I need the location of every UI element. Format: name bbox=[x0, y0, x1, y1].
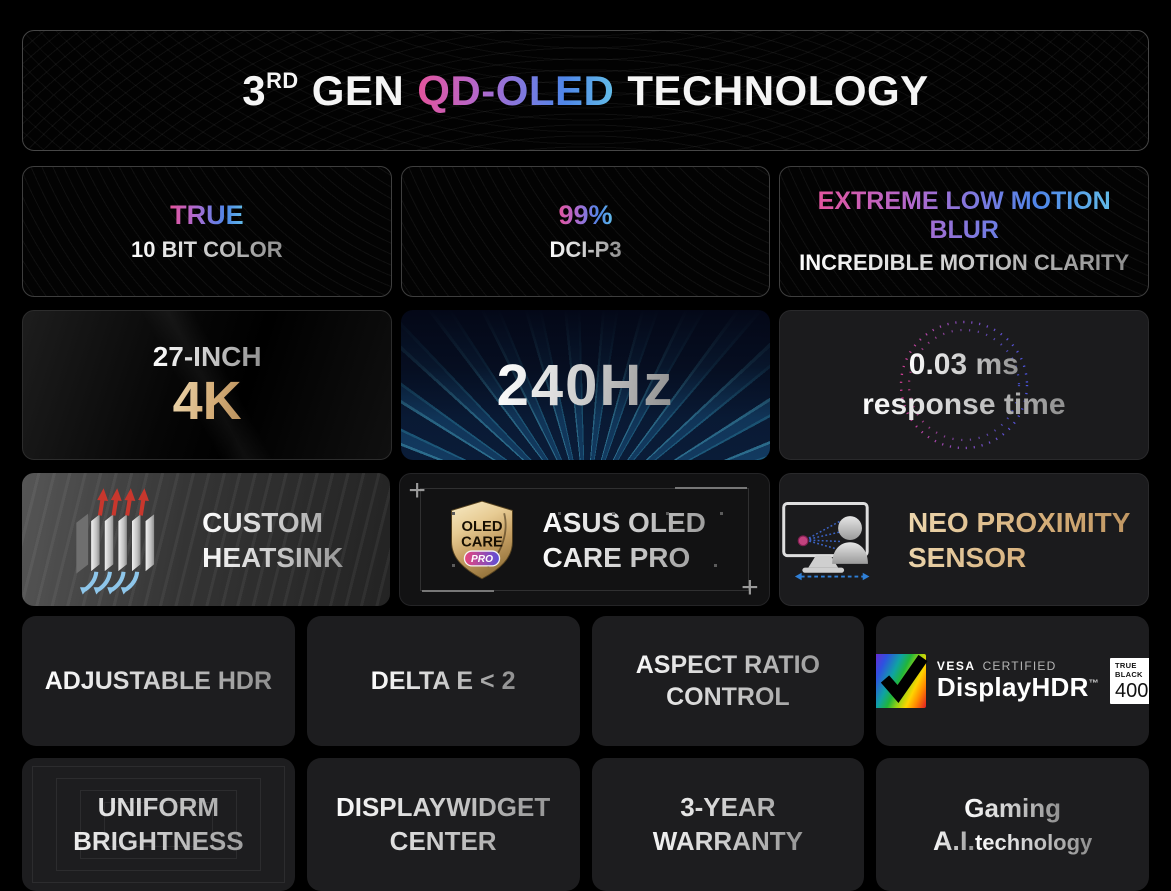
badge-oled-text: OLED bbox=[462, 518, 503, 534]
displayhdr-check-icon bbox=[880, 654, 928, 703]
tick-mark bbox=[720, 512, 724, 515]
nested-frame bbox=[56, 778, 261, 871]
card-oled-care: + + bbox=[399, 473, 770, 606]
displayhdr-text: VESA CERTIFIED DisplayHDR™ bbox=[937, 659, 1099, 703]
card-heatsink: CUSTOM HEATSINK bbox=[22, 473, 391, 606]
card-displaywidget: DISPLAYWIDGET CENTER bbox=[306, 758, 580, 891]
trueblack-level: 400 bbox=[1115, 679, 1149, 702]
elmb-headline: EXTREME LOW MOTION BLUR bbox=[814, 187, 1114, 245]
panel-size-label: 27-INCH bbox=[152, 340, 262, 372]
badge-pro-text: PRO bbox=[471, 554, 493, 565]
tick-mark bbox=[612, 512, 616, 515]
displayhdr-logo-icon bbox=[876, 654, 928, 708]
tick-mark bbox=[452, 512, 456, 515]
header-banner: 3RD GEN QD-OLED TECHNOLOGY bbox=[22, 30, 1149, 151]
card-dci-p3: 99% DCI-P3 bbox=[400, 166, 771, 297]
title-gen-word: GEN bbox=[311, 66, 405, 114]
feature-row-4: ADJUSTABLE HDR DELTA E < 2 ASPECT RATIO … bbox=[22, 616, 1149, 746]
panel-resolution-label: 4K bbox=[172, 370, 242, 431]
tick-mark bbox=[558, 512, 562, 515]
trueblack-tier2: BLACK bbox=[1115, 669, 1143, 679]
card-uniform-brightness: UNIFORM BRIGHTNESS bbox=[22, 758, 295, 891]
nested-frame bbox=[104, 802, 213, 847]
page-title: 3RD GEN QD-OLED TECHNOLOGY bbox=[242, 67, 928, 115]
trueblack-tier1: TRUE bbox=[1115, 661, 1137, 671]
card-10bit-color: TRUE 10 BIT COLOR bbox=[22, 166, 392, 297]
card-warranty: 3-YEAR WARRANTY bbox=[591, 758, 865, 891]
10bit-headline: TRUE bbox=[170, 199, 244, 230]
uniform-brightness-label: UNIFORM BRIGHTNESS bbox=[38, 791, 278, 859]
feature-row-5: UNIFORM BRIGHTNESS DISPLAYWIDGET CENTER … bbox=[22, 758, 1149, 891]
oled-care-label: ASUS OLED CARE PRO bbox=[542, 505, 722, 575]
warranty-label: 3-YEAR WARRANTY bbox=[643, 791, 813, 859]
refresh-rate-value: 240Hz bbox=[496, 352, 675, 418]
card-gaming-ai: Gaming A.I. technology bbox=[876, 758, 1149, 891]
feature-row-1: TRUE 10 BIT COLOR 99% DCI-P3 EXTREME LOW… bbox=[22, 166, 1150, 297]
10bit-subline: 10 BIT COLOR bbox=[131, 237, 283, 263]
heatsink-label: CUSTOM HEATSINK bbox=[202, 505, 352, 575]
dci-subline: DCI-P3 bbox=[549, 237, 622, 263]
trademark-symbol: ™ bbox=[1088, 678, 1100, 690]
trueblack-400-badge: TRUE BLACK 400 bbox=[1110, 658, 1149, 704]
card-panel-size: 27-INCH 4K bbox=[22, 310, 393, 460]
card-response-time: 0.03 ms response time bbox=[778, 310, 1149, 460]
nested-frame bbox=[32, 766, 285, 883]
feature-row-3: CUSTOM HEATSINK + + bbox=[22, 473, 1149, 606]
proximity-label: NEO PROXIMITY SENSOR bbox=[908, 505, 1148, 575]
oled-care-badge-icon: OLED CARE PRO bbox=[451, 500, 514, 579]
response-ring-icon bbox=[899, 320, 1029, 450]
card-proximity-sensor: NEO PROXIMITY SENSOR bbox=[778, 473, 1149, 606]
frame-line-bottom-left bbox=[422, 590, 495, 592]
gaming-ai-bold: A.I. bbox=[932, 825, 975, 856]
nested-frame bbox=[80, 790, 237, 859]
card-displayhdr: VESA CERTIFIED DisplayHDR™ TRUE BLACK 40… bbox=[876, 616, 1149, 746]
card-refresh-rate: 240Hz bbox=[401, 310, 770, 460]
adjustable-hdr-label: ADJUSTABLE HDR bbox=[45, 665, 272, 698]
title-gen-number: 3RD bbox=[242, 66, 299, 114]
gaming-ai-line1: Gaming bbox=[964, 792, 1062, 823]
title-technology: TECHNOLOGY bbox=[627, 66, 929, 114]
gaming-ai-line2: A.I. technology bbox=[933, 826, 1092, 857]
delta-e-label: DELTA E < 2 bbox=[371, 665, 516, 698]
heatsink-icon bbox=[76, 487, 155, 594]
title-ordinal-sup: RD bbox=[266, 68, 299, 94]
crosshair-bottom-right-icon: + bbox=[741, 571, 759, 604]
card-delta-e: DELTA E < 2 bbox=[306, 616, 580, 746]
tick-mark bbox=[666, 512, 670, 515]
tick-mark bbox=[713, 564, 717, 567]
displayhdr-logo: VESA CERTIFIED DisplayHDR™ TRUE BLACK 40… bbox=[876, 654, 1149, 708]
response-time-value: 0.03 ms bbox=[909, 345, 1019, 386]
card-elmb: EXTREME LOW MOTION BLUR INCREDIBLE MOTIO… bbox=[779, 166, 1150, 297]
card-adjustable-hdr: ADJUSTABLE HDR bbox=[22, 616, 295, 746]
certified-label: CERTIFIED bbox=[982, 659, 1057, 674]
feature-row-2: 27-INCH 4K 240Hz 0.03 ms response time bbox=[22, 310, 1149, 460]
proximity-sensor-icon bbox=[781, 501, 870, 580]
vesa-label: VESA bbox=[936, 659, 976, 674]
badge-care-text: CARE bbox=[462, 534, 504, 550]
viewfinder-frame bbox=[420, 488, 749, 591]
card-aspect-ratio: ASPECT RATIO CONTROL bbox=[591, 616, 865, 746]
displayhdr-name: DisplayHDR bbox=[936, 672, 1089, 703]
aspect-ratio-label: ASPECT RATIO CONTROL bbox=[618, 649, 838, 714]
gaming-ai-rest: technology bbox=[974, 829, 1093, 855]
title-qd-oled: QD-OLED bbox=[417, 66, 615, 114]
crosshair-top-left-icon: + bbox=[408, 474, 426, 507]
displaywidget-label: DISPLAYWIDGET CENTER bbox=[328, 791, 558, 859]
dci-headline: 99% bbox=[558, 199, 613, 230]
frame-line-top-right bbox=[674, 487, 747, 489]
tick-mark bbox=[452, 564, 456, 567]
elmb-subline: INCREDIBLE MOTION CLARITY bbox=[799, 250, 1130, 276]
response-time-label: response time bbox=[862, 385, 1065, 426]
